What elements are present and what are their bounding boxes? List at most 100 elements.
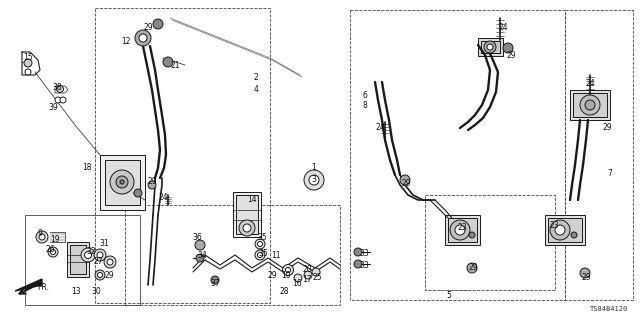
Bar — [125, 205, 340, 305]
Bar — [481, 41, 500, 53]
Circle shape — [255, 239, 265, 249]
Text: 14: 14 — [247, 196, 257, 204]
Circle shape — [81, 248, 95, 262]
Bar — [425, 195, 555, 290]
Circle shape — [243, 224, 251, 232]
Circle shape — [51, 250, 56, 254]
Circle shape — [580, 268, 590, 278]
Text: 31: 31 — [99, 238, 109, 247]
Circle shape — [153, 19, 163, 29]
Text: 29: 29 — [401, 179, 411, 188]
Text: 2: 2 — [253, 74, 259, 83]
Circle shape — [48, 247, 58, 257]
Circle shape — [503, 43, 513, 53]
Circle shape — [585, 100, 595, 110]
Bar — [236, 195, 258, 234]
Circle shape — [134, 189, 142, 197]
Circle shape — [467, 263, 477, 273]
Circle shape — [400, 175, 410, 185]
Circle shape — [60, 97, 66, 103]
Circle shape — [39, 234, 45, 240]
Circle shape — [148, 181, 156, 189]
Bar — [445, 215, 480, 245]
Bar — [548, 218, 582, 242]
Text: 21: 21 — [170, 60, 180, 69]
Circle shape — [455, 225, 465, 235]
Text: 29: 29 — [143, 23, 153, 33]
Circle shape — [239, 220, 255, 236]
Text: 4: 4 — [253, 85, 259, 94]
Text: 17: 17 — [302, 276, 312, 284]
Circle shape — [255, 250, 265, 260]
Circle shape — [450, 220, 470, 240]
Text: 19: 19 — [50, 236, 60, 244]
Circle shape — [304, 170, 324, 190]
Bar — [570, 90, 610, 120]
Text: 38: 38 — [52, 84, 62, 92]
Circle shape — [97, 273, 102, 277]
Text: 9: 9 — [38, 229, 42, 238]
Bar — [545, 215, 585, 245]
Circle shape — [95, 270, 105, 280]
Text: 15: 15 — [23, 53, 33, 62]
Text: 33: 33 — [359, 250, 369, 259]
Bar — [478, 38, 503, 56]
Text: 33: 33 — [359, 261, 369, 270]
Circle shape — [285, 268, 291, 273]
Circle shape — [55, 97, 61, 103]
Bar — [67, 242, 89, 277]
Text: 29: 29 — [506, 51, 516, 60]
Text: 5: 5 — [447, 291, 451, 300]
Circle shape — [139, 34, 147, 42]
Text: 18: 18 — [83, 164, 92, 172]
Circle shape — [107, 259, 113, 265]
Text: 24: 24 — [158, 193, 168, 202]
Text: 26: 26 — [45, 245, 55, 254]
Text: 29: 29 — [147, 178, 157, 187]
Text: 6: 6 — [363, 92, 367, 100]
Text: TS84B4120: TS84B4120 — [589, 306, 628, 312]
Text: 20: 20 — [302, 266, 312, 275]
Bar — [350, 10, 565, 300]
Bar — [70, 245, 86, 274]
Text: 32: 32 — [86, 247, 96, 257]
Circle shape — [25, 69, 31, 75]
Text: 36: 36 — [192, 233, 202, 242]
Circle shape — [571, 232, 577, 238]
Circle shape — [282, 265, 294, 276]
Text: 35: 35 — [257, 233, 267, 242]
Text: 23: 23 — [549, 220, 559, 229]
Text: 27: 27 — [93, 258, 103, 267]
Text: 34: 34 — [197, 252, 207, 260]
Circle shape — [294, 274, 302, 282]
Text: 37: 37 — [210, 278, 220, 287]
Text: 24: 24 — [585, 78, 595, 87]
Text: 16: 16 — [292, 279, 302, 289]
Circle shape — [309, 175, 319, 185]
Text: 35: 35 — [258, 249, 268, 258]
Circle shape — [469, 232, 475, 238]
Circle shape — [484, 41, 496, 53]
Circle shape — [110, 170, 134, 194]
Circle shape — [116, 176, 128, 188]
Text: FR.: FR. — [37, 283, 49, 292]
Circle shape — [195, 240, 205, 250]
Circle shape — [550, 220, 570, 240]
Text: 29: 29 — [468, 263, 478, 273]
Text: 29: 29 — [267, 270, 277, 279]
Text: 3: 3 — [312, 175, 316, 185]
Circle shape — [354, 260, 362, 268]
Text: 29: 29 — [104, 270, 114, 279]
Circle shape — [580, 95, 600, 115]
Polygon shape — [15, 279, 42, 291]
Text: 23: 23 — [457, 223, 467, 233]
Text: 24: 24 — [498, 23, 508, 33]
Bar — [565, 10, 633, 300]
Bar — [25, 215, 140, 305]
Circle shape — [97, 252, 103, 258]
Text: 1: 1 — [312, 164, 316, 172]
Bar — [573, 93, 607, 117]
Text: 7: 7 — [607, 170, 612, 179]
Text: 11: 11 — [271, 251, 281, 260]
Text: 39: 39 — [48, 102, 58, 111]
